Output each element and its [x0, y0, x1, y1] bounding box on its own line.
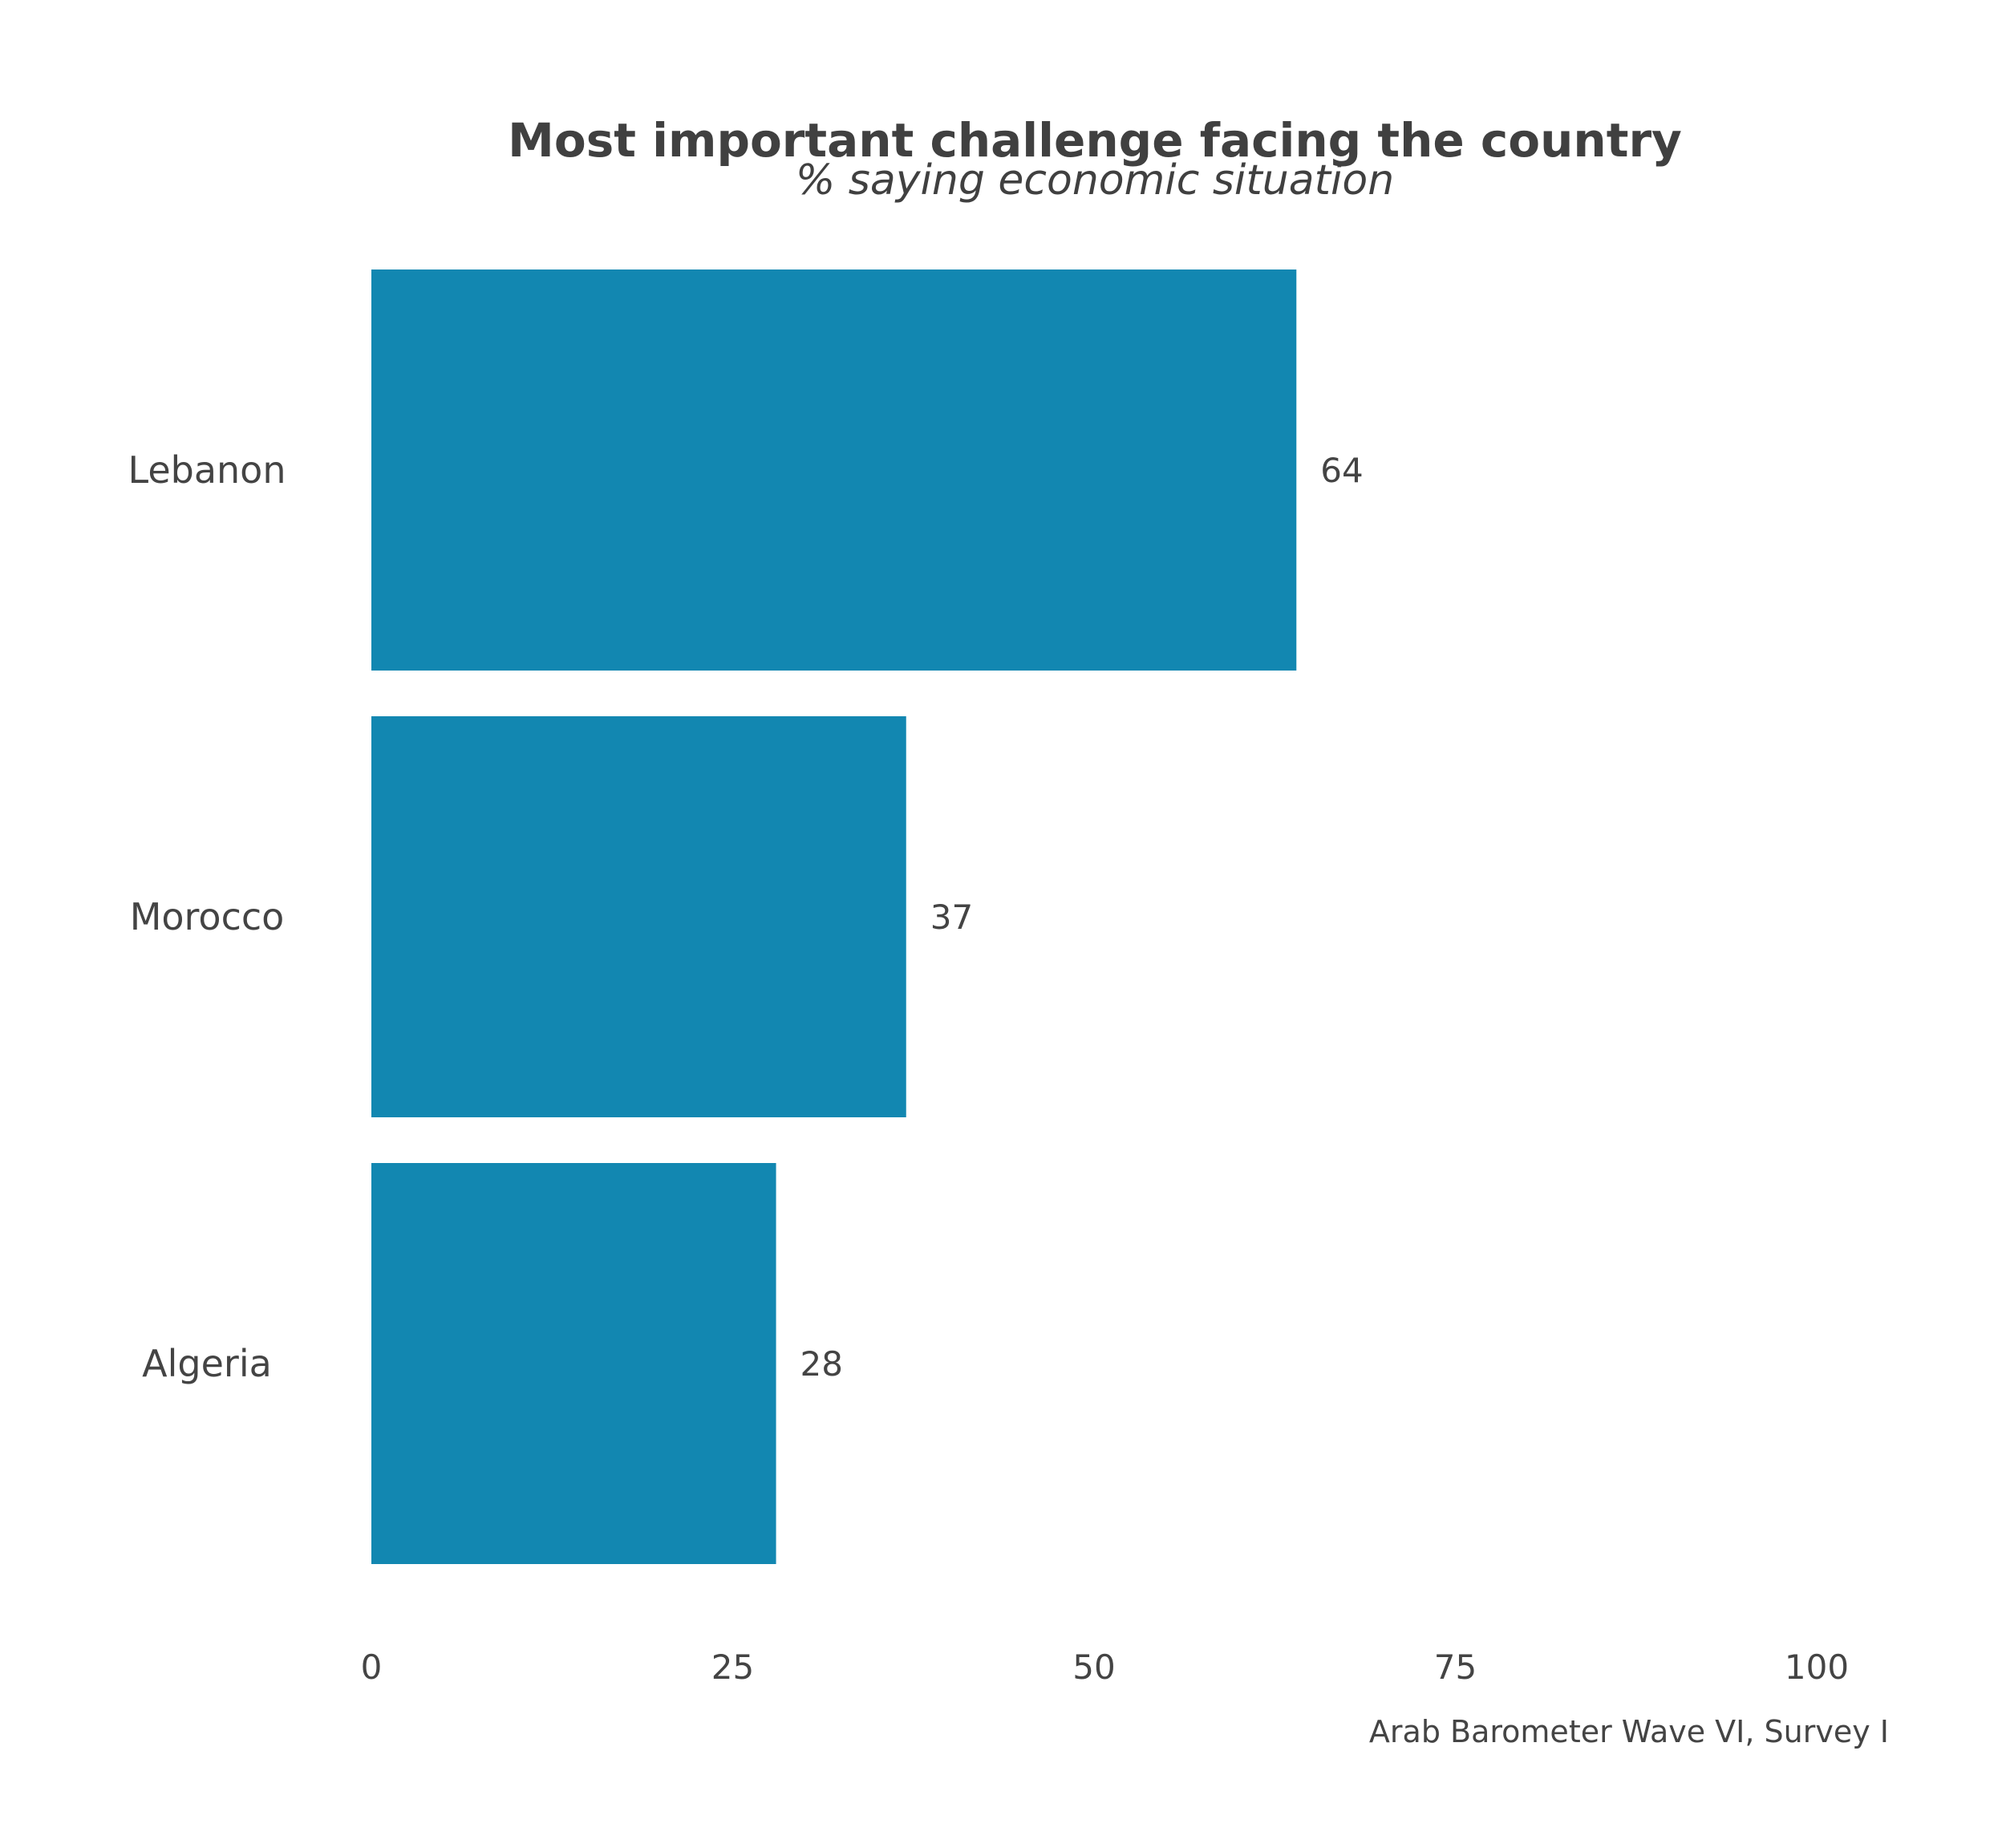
x-tick-label: 100 — [1785, 1647, 1849, 1687]
value-label-morocco: 37 — [930, 898, 973, 937]
x-tick-label: 0 — [361, 1647, 383, 1687]
bar-algeria — [371, 1163, 776, 1564]
category-label-lebanon: Lebanon — [128, 448, 286, 492]
category-label-algeria: Algeria — [142, 1342, 272, 1385]
x-tick-label: 25 — [711, 1647, 754, 1687]
chart-title: Most important challenge facing the coun… — [508, 113, 1682, 168]
x-tick-label: 50 — [1072, 1647, 1115, 1687]
value-label-algeria: 28 — [800, 1344, 843, 1384]
x-axis: 0 25 50 75 100 — [361, 1647, 1849, 1687]
bars-group: Lebanon 64 Morocco 37 Algeria 28 — [128, 270, 1364, 1564]
x-tick-label: 75 — [1434, 1647, 1477, 1687]
bar-lebanon — [371, 270, 1297, 671]
category-label-morocco: Morocco — [130, 895, 285, 938]
value-label-lebanon: 64 — [1320, 451, 1363, 490]
chart-subtitle: % saying economic situation — [796, 156, 1394, 205]
chart-caption: Arab Barometer Wave VI, Survey I — [1369, 1714, 1889, 1749]
bar-morocco — [371, 716, 906, 1117]
